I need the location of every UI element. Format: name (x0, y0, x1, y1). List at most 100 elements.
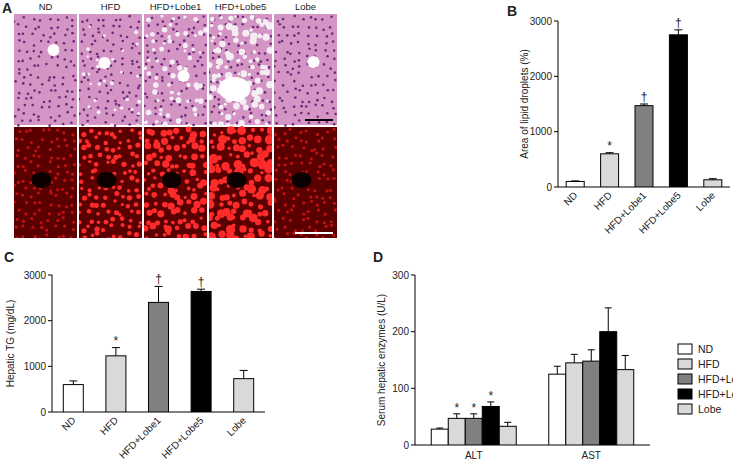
lipid-dot (175, 226, 180, 231)
nucleus (58, 115, 61, 118)
vacuole (219, 40, 226, 47)
bar (106, 356, 126, 412)
lipid-dot (150, 223, 157, 230)
bar (549, 374, 566, 445)
lipid-dot (231, 215, 235, 219)
nucleus (29, 119, 32, 122)
vacuole (266, 100, 269, 103)
lipid-dot (130, 209, 134, 213)
nucleus (144, 105, 146, 108)
vacuole (167, 35, 171, 39)
vacuole (96, 59, 99, 62)
nucleus (310, 84, 313, 87)
vacuole (232, 30, 239, 37)
nucleus (114, 100, 117, 103)
lipid-dot (278, 156, 281, 159)
nucleus (274, 65, 276, 68)
lipid-dot (252, 194, 256, 198)
nucleus (314, 104, 317, 107)
lipid-dot (250, 151, 254, 155)
lipid-dot (37, 145, 40, 148)
nucleus (268, 121, 271, 124)
lipid-dot (139, 136, 142, 140)
vacuole (183, 31, 188, 36)
lipid-dot (91, 234, 95, 238)
nucleus (188, 53, 191, 56)
lipid-dot (174, 145, 180, 151)
nucleus (180, 90, 183, 93)
nucleus (307, 43, 310, 46)
nucleus (270, 35, 272, 38)
lipid-dot (22, 165, 25, 168)
lipid-dot (121, 162, 126, 167)
lipid-dot (57, 165, 60, 168)
lipid-dot (315, 195, 318, 198)
lipid-dot (232, 223, 236, 227)
lipid-dot (56, 157, 59, 160)
nucleus (98, 91, 101, 94)
lipid-dot (283, 163, 286, 166)
vacuole (153, 82, 159, 88)
lipid-dot (73, 147, 76, 150)
nucleus (33, 44, 36, 47)
lipid-dot (24, 186, 27, 189)
lipid-dot (144, 178, 146, 182)
vacuole (145, 34, 148, 37)
nucleus (48, 106, 51, 109)
lipid-dot (14, 171, 16, 174)
lipid-dot (130, 128, 134, 132)
lipid-dot (294, 154, 297, 157)
error-cap (436, 428, 443, 429)
nucleus (330, 15, 333, 18)
vacuole (87, 73, 90, 76)
nucleus (260, 60, 263, 63)
lipid-dot (71, 133, 74, 136)
nucleus (298, 119, 301, 122)
nucleus (302, 85, 305, 88)
vacuole (162, 27, 167, 32)
nucleus (144, 92, 147, 95)
lipid-dot (30, 217, 33, 220)
lipid-dot (241, 167, 246, 172)
nucleus (226, 120, 229, 123)
vacuole (266, 22, 272, 30)
nucleus (41, 106, 44, 109)
nucleus (325, 42, 328, 45)
vacuole (217, 73, 221, 77)
lipid-dot (38, 201, 41, 204)
lipid-dot (50, 203, 53, 206)
lipid-dot (144, 202, 149, 207)
nucleus (191, 105, 194, 108)
nucleus (230, 66, 233, 69)
nucleus (130, 72, 133, 75)
vacuole (224, 65, 228, 69)
nucleus (72, 40, 75, 43)
nucleus (262, 99, 265, 102)
nucleus (160, 63, 163, 66)
lipid-dot (233, 202, 240, 209)
nucleus (277, 71, 280, 74)
lipid-dot (268, 234, 272, 238)
lipid-dot (260, 128, 264, 132)
nucleus (202, 15, 205, 18)
lipid-dot (182, 144, 187, 149)
lipid-dot (134, 188, 139, 193)
vacuole (240, 70, 247, 77)
nucleus (79, 112, 81, 115)
lipid-dot (127, 231, 132, 236)
significance-mark: † (198, 275, 205, 289)
lipid-dot (36, 164, 39, 167)
lipid-dot (33, 212, 36, 215)
lipid-dot (106, 161, 109, 164)
nucleus (334, 71, 337, 74)
lipid-dot (95, 231, 100, 236)
nucleus (49, 36, 52, 39)
lipid-dot (144, 161, 148, 165)
vacuole (256, 87, 263, 94)
y-tick (411, 331, 415, 332)
vacuole (198, 98, 204, 104)
lipid-dot (45, 228, 48, 231)
nucleus (332, 40, 335, 43)
nucleus (314, 49, 317, 52)
lipid-dot (113, 135, 117, 139)
